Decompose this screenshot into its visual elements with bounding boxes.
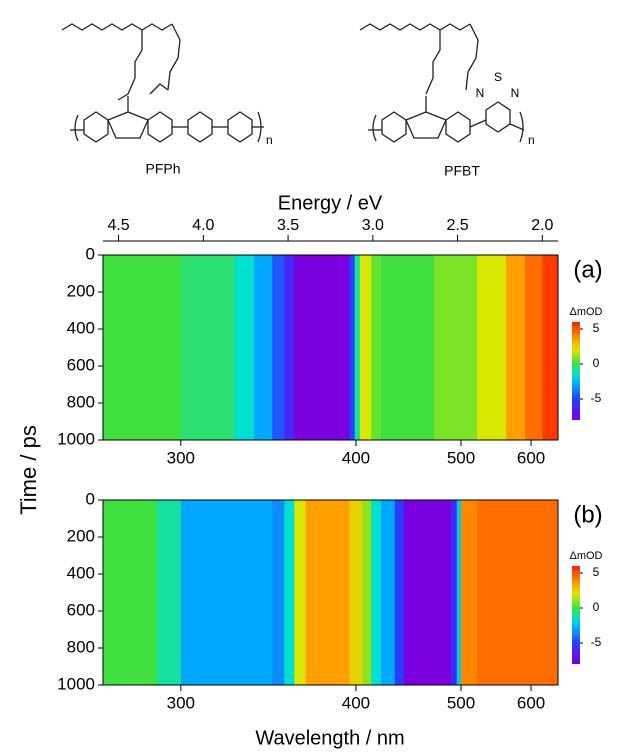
heat-band bbox=[180, 500, 273, 685]
y-tick-label: 0 bbox=[86, 244, 95, 263]
heat-band bbox=[103, 500, 158, 685]
heat-band bbox=[371, 255, 382, 440]
heat-band bbox=[254, 255, 273, 440]
x2-axis-title: Energy / eV bbox=[278, 192, 383, 214]
x2-tick-label: 2.0 bbox=[531, 217, 553, 234]
x2-tick-label: 3.0 bbox=[362, 217, 384, 234]
x-tick-label: 600 bbox=[517, 448, 545, 467]
heat-band bbox=[156, 500, 182, 685]
panel-label: (a) bbox=[573, 256, 602, 283]
x-tick-label: 600 bbox=[517, 693, 545, 712]
atom: N bbox=[476, 86, 485, 100]
heat-band bbox=[450, 500, 458, 685]
structure-pfbt: S N N n PFBT bbox=[359, 23, 535, 179]
heat-band bbox=[380, 255, 435, 440]
y-tick-label: 0 bbox=[86, 489, 95, 508]
colorbar-tick-label: 0 bbox=[593, 356, 600, 370]
y-tick-label: 200 bbox=[67, 526, 95, 545]
colorbar-tick-label: -5 bbox=[591, 391, 602, 405]
x-tick-label: 500 bbox=[447, 448, 475, 467]
plot-frame bbox=[102, 254, 559, 441]
colorbar bbox=[572, 322, 580, 420]
y-tick-label: 1000 bbox=[57, 674, 95, 693]
y-tick-label: 600 bbox=[67, 355, 95, 374]
x2-tick-label: 4.5 bbox=[107, 217, 129, 234]
heat-band bbox=[525, 255, 543, 440]
colorbar-tick-label: 5 bbox=[593, 321, 600, 335]
heat-band bbox=[506, 255, 526, 440]
x2-tick-label: 2.5 bbox=[446, 217, 468, 234]
heat-band bbox=[394, 500, 405, 685]
heat-band bbox=[180, 255, 236, 440]
y-axis-title: Time / ps bbox=[16, 425, 41, 515]
x2-tick-label: 3.5 bbox=[277, 217, 299, 234]
heat-band bbox=[456, 500, 462, 685]
heat-band bbox=[403, 500, 452, 685]
x-tick-label: 300 bbox=[167, 448, 195, 467]
heat-band bbox=[477, 500, 559, 685]
x-tick-label: 400 bbox=[342, 693, 370, 712]
heat-band bbox=[380, 500, 396, 685]
heat-band bbox=[272, 255, 285, 440]
heat-band bbox=[477, 255, 507, 440]
plot-frame bbox=[102, 499, 559, 686]
y-tick-label: 1000 bbox=[57, 429, 95, 448]
repeat-n: n bbox=[528, 133, 535, 147]
heat-band bbox=[284, 500, 295, 685]
x2-tick-label: 4.0 bbox=[192, 217, 214, 234]
y-tick-label: 400 bbox=[67, 318, 95, 337]
y-tick-label: 200 bbox=[67, 281, 95, 300]
y-tick-label: 800 bbox=[67, 392, 95, 411]
heat-band bbox=[434, 255, 478, 440]
y-tick-label: 800 bbox=[67, 637, 95, 656]
heat-band bbox=[294, 500, 307, 685]
heat-band bbox=[542, 255, 559, 440]
x-axis-title: Wavelength / nm bbox=[255, 727, 404, 749]
heat-band bbox=[234, 255, 255, 440]
heat-band bbox=[305, 500, 350, 685]
heat-band bbox=[294, 255, 350, 440]
heat-band bbox=[103, 255, 182, 440]
colorbar bbox=[572, 566, 580, 664]
colorbar-label: ΔmOD bbox=[569, 306, 602, 318]
y-tick-label: 400 bbox=[67, 563, 95, 582]
x-tick-label: 300 bbox=[167, 693, 195, 712]
heat-band bbox=[272, 500, 285, 685]
structure-label: PFPh bbox=[145, 161, 180, 177]
structure-pfph: n PFPh bbox=[61, 23, 273, 177]
atom: S bbox=[494, 70, 502, 84]
atom: N bbox=[511, 86, 520, 100]
colorbar-tick-label: 5 bbox=[593, 565, 600, 579]
structure-label: PFBT bbox=[444, 163, 480, 179]
colorbar-tick-label: 0 bbox=[593, 600, 600, 614]
heat-band bbox=[349, 500, 363, 685]
x-tick-label: 500 bbox=[447, 693, 475, 712]
colorbar-label: ΔmOD bbox=[569, 550, 602, 562]
heat-band bbox=[371, 500, 382, 685]
heat-band bbox=[354, 255, 361, 440]
heat-band bbox=[284, 255, 295, 440]
x-tick-label: 400 bbox=[342, 448, 370, 467]
colorbar-tick-label: -5 bbox=[591, 635, 602, 649]
panel-label: (b) bbox=[573, 501, 602, 528]
heat-band bbox=[359, 255, 372, 440]
repeat-n: n bbox=[266, 133, 273, 147]
heat-band bbox=[349, 255, 356, 440]
heat-band bbox=[461, 500, 478, 685]
y-tick-label: 600 bbox=[67, 600, 95, 619]
heat-band bbox=[362, 500, 372, 685]
